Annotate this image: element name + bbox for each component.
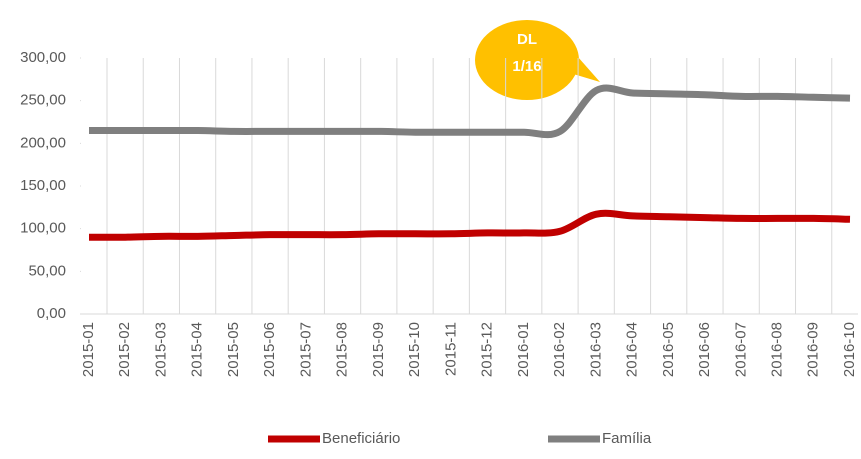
- x-tick-label: 2015-08: [334, 322, 351, 377]
- y-tick-label: 300,00: [20, 49, 66, 66]
- series-line: [89, 84, 851, 139]
- x-tick-label: 2015-01: [80, 322, 97, 377]
- y-tick-label: 250,00: [20, 92, 66, 109]
- callout: [475, 20, 600, 100]
- callout-bubble: [475, 20, 579, 100]
- x-tick-label: 2015-03: [152, 322, 169, 377]
- x-tick-label: 2016-04: [624, 322, 641, 377]
- y-tick-label: 0,00: [37, 305, 66, 322]
- y-tick-label: 200,00: [20, 134, 66, 151]
- x-tick-label: 2016-10: [841, 322, 858, 377]
- x-tick-label: 2015-02: [116, 322, 133, 377]
- callout-text: 1/16: [512, 58, 541, 75]
- x-tick-label: 2015-12: [479, 322, 496, 377]
- x-tick-label: 2015-11: [442, 322, 459, 376]
- y-tick-label: 150,00: [20, 177, 66, 194]
- x-tick-label: 2016-05: [660, 322, 677, 377]
- x-tick-label: 2015-06: [261, 322, 278, 377]
- x-tick-label: 2015-04: [189, 322, 206, 377]
- callout-pointer: [560, 48, 600, 82]
- y-tick-label: 100,00: [20, 220, 66, 237]
- x-tick-label: 2015-05: [225, 322, 242, 377]
- series-line: [88, 209, 851, 241]
- x-tick-label: 2016-07: [732, 322, 749, 377]
- callout-text: DL: [517, 31, 537, 48]
- legend-label: Beneficiário: [322, 430, 400, 447]
- x-tick-label: 2015-09: [370, 322, 387, 377]
- y-tick-label: 50,00: [28, 262, 66, 279]
- x-tick-label: 2016-08: [768, 322, 785, 377]
- x-tick-label: 2016-01: [515, 322, 532, 377]
- x-tick-label: 2016-03: [587, 322, 604, 377]
- x-tick-label: 2016-06: [696, 322, 713, 377]
- x-tick-label: 2015-07: [297, 322, 314, 377]
- x-tick-label: 2015-10: [406, 322, 423, 377]
- x-tick-label: 2016-02: [551, 322, 568, 377]
- x-tick-label: 2016-09: [805, 322, 822, 377]
- legend-label: Família: [602, 430, 652, 447]
